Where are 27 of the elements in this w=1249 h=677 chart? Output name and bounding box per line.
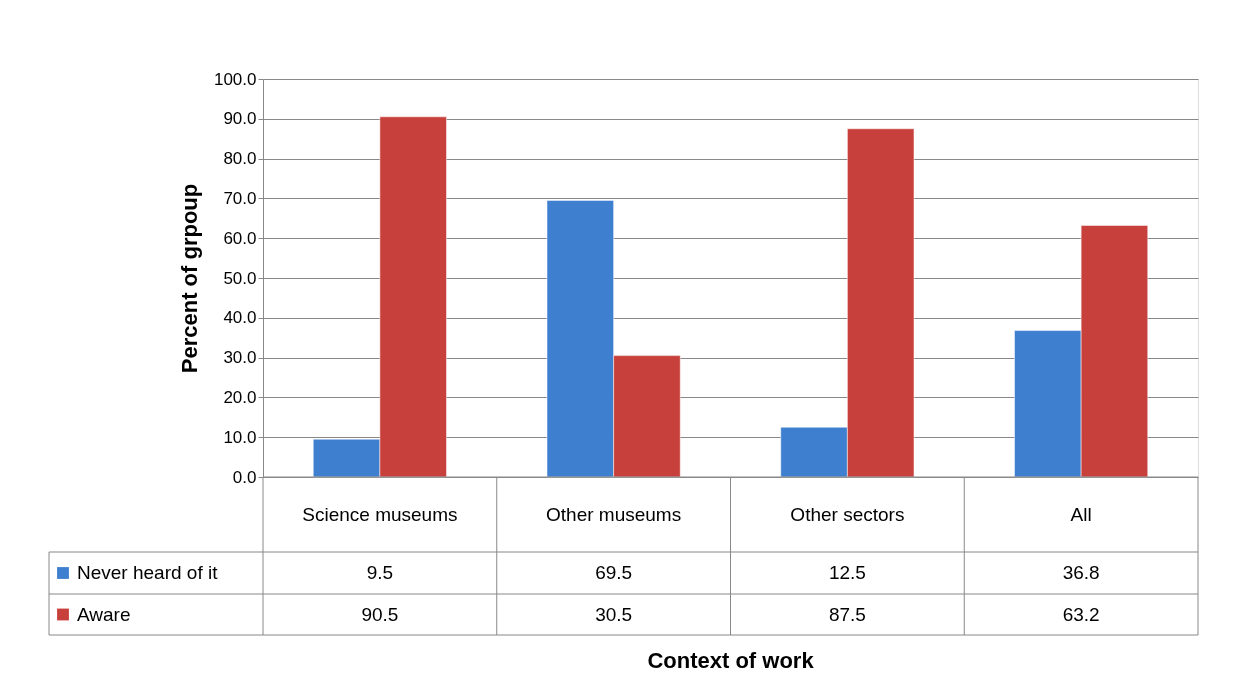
legend-label: Aware [77,603,131,625]
data-label: 63.2 [1062,603,1100,625]
legend-label: Never heard of it [77,562,219,583]
y-tick-label: 40.0 [223,308,257,328]
y-tick-label: 0.0 [232,467,257,487]
y-tick-label: 100.0 [213,69,257,89]
y-tick-label: 60.0 [223,228,257,248]
data-label: 36.8 [1062,562,1100,583]
data-label: 87.5 [828,603,866,625]
y-tick-label: 30.0 [223,348,257,368]
x-tick-label: Other sectors [790,503,905,525]
x-tick-label: All [1070,503,1092,525]
data-label: 69.5 [595,562,633,583]
y-axis-title: Percent of grpoup [176,183,202,374]
x-tick-label: Other museums [546,503,682,525]
data-label: 90.5 [361,603,399,625]
y-tick-label: 80.0 [223,149,257,169]
x-tick-label: Science museums [302,503,458,525]
data-label: 30.5 [595,603,633,625]
y-tick-label: 50.0 [223,268,257,288]
data-label: 12.5 [828,562,866,583]
text: Context of work [647,648,815,673]
y-tick-label: 90.0 [223,109,257,129]
y-tick-label: 10.0 [223,427,257,447]
y-tick-label: 20.0 [223,387,257,407]
y-tick-label: 70.0 [223,188,257,208]
data-label: 9.5 [366,562,394,583]
